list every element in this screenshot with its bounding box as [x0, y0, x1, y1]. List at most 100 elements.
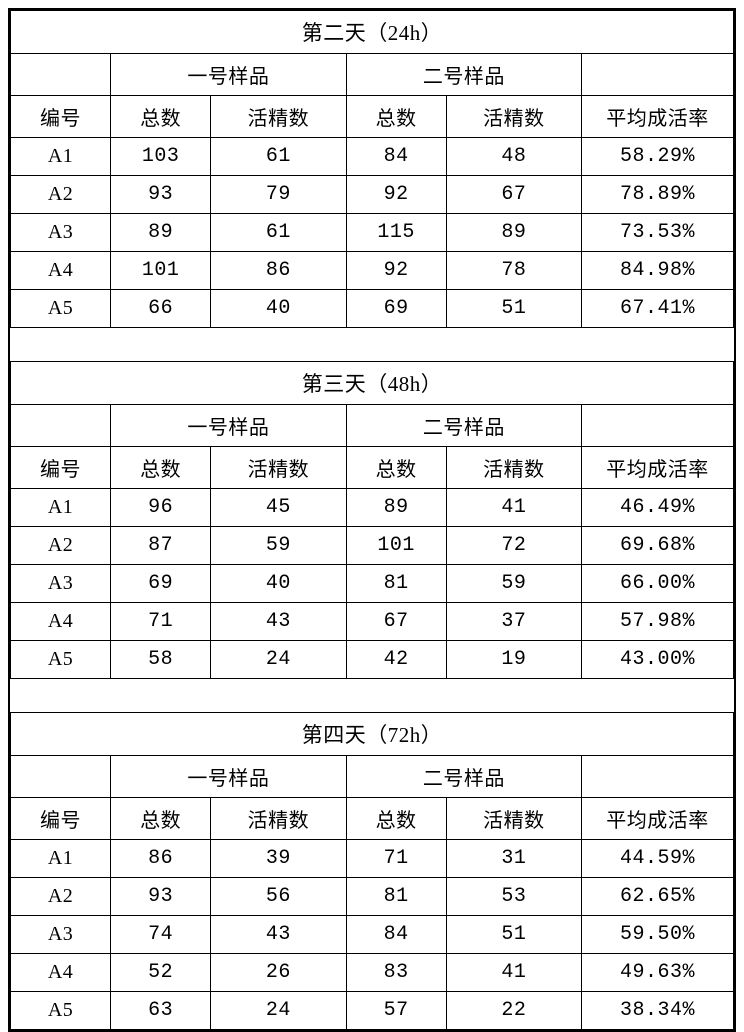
data-table: 第二天（24h）一号样品二号样品编号总数活精数总数活精数平均成活率A110361…: [10, 10, 734, 1030]
total2-cell: 67: [346, 603, 446, 641]
empty-cell: [11, 405, 111, 447]
total1-cell: 89: [111, 214, 211, 252]
avg-header: 平均成活率: [582, 447, 734, 489]
id-cell: A3: [11, 565, 111, 603]
column-header-row: 编号总数活精数总数活精数平均成活率: [11, 447, 734, 489]
avg-cell: 59.50%: [582, 916, 734, 954]
avg-cell: 38.34%: [582, 992, 734, 1030]
live1-cell: 56: [211, 878, 346, 916]
avg-header: 平均成活率: [582, 96, 734, 138]
total2-cell: 84: [346, 138, 446, 176]
live1-cell: 26: [211, 954, 346, 992]
total1-cell: 101: [111, 252, 211, 290]
total1-cell: 87: [111, 527, 211, 565]
live1-cell: 43: [211, 603, 346, 641]
live2-cell: 72: [446, 527, 581, 565]
id-cell: A5: [11, 290, 111, 328]
section-title: 第四天（72h）: [11, 713, 734, 756]
table-row: A45226834149.63%: [11, 954, 734, 992]
empty-cell: [11, 756, 111, 798]
live-header: 活精数: [446, 96, 581, 138]
live2-cell: 89: [446, 214, 581, 252]
spacer-cell: [11, 328, 734, 362]
tables-container: 第二天（24h）一号样品二号样品编号总数活精数总数活精数平均成活率A110361…: [8, 8, 736, 1032]
live1-cell: 39: [211, 840, 346, 878]
total1-cell: 71: [111, 603, 211, 641]
live2-cell: 53: [446, 878, 581, 916]
total1-cell: 86: [111, 840, 211, 878]
live-header: 活精数: [446, 798, 581, 840]
empty-cell: [11, 54, 111, 96]
id-cell: A4: [11, 603, 111, 641]
id-cell: A1: [11, 138, 111, 176]
table-row: A36940815966.00%: [11, 565, 734, 603]
section-title: 第二天（24h）: [11, 11, 734, 54]
avg-header: 平均成活率: [582, 798, 734, 840]
avg-cell: 58.29%: [582, 138, 734, 176]
total1-cell: 58: [111, 641, 211, 679]
avg-cell: 66.00%: [582, 565, 734, 603]
total2-cell: 92: [346, 176, 446, 214]
live2-cell: 78: [446, 252, 581, 290]
total2-cell: 83: [346, 954, 446, 992]
avg-cell: 43.00%: [582, 641, 734, 679]
live2-cell: 67: [446, 176, 581, 214]
live2-cell: 37: [446, 603, 581, 641]
avg-cell: 62.65%: [582, 878, 734, 916]
avg-cell: 67.41%: [582, 290, 734, 328]
table-row: A29356815362.65%: [11, 878, 734, 916]
id-cell: A2: [11, 878, 111, 916]
live2-cell: 59: [446, 565, 581, 603]
total-header: 总数: [111, 96, 211, 138]
total2-cell: 101: [346, 527, 446, 565]
total-header: 总数: [346, 798, 446, 840]
avg-cell: 57.98%: [582, 603, 734, 641]
avg-cell: 73.53%: [582, 214, 734, 252]
total2-cell: 84: [346, 916, 446, 954]
column-header-row: 编号总数活精数总数活精数平均成活率: [11, 798, 734, 840]
total1-cell: 69: [111, 565, 211, 603]
sample1-header: 一号样品: [111, 405, 347, 447]
live1-cell: 86: [211, 252, 346, 290]
live2-cell: 19: [446, 641, 581, 679]
live-header: 活精数: [446, 447, 581, 489]
sample1-header: 一号样品: [111, 54, 347, 96]
live1-cell: 61: [211, 138, 346, 176]
live2-cell: 22: [446, 992, 581, 1030]
id-cell: A3: [11, 214, 111, 252]
id-cell: A3: [11, 916, 111, 954]
avg-cell: 49.63%: [582, 954, 734, 992]
empty-cell: [582, 756, 734, 798]
total2-cell: 71: [346, 840, 446, 878]
total2-cell: 89: [346, 489, 446, 527]
total2-cell: 115: [346, 214, 446, 252]
total1-cell: 93: [111, 878, 211, 916]
live1-cell: 45: [211, 489, 346, 527]
table-row: A55824421943.00%: [11, 641, 734, 679]
live2-cell: 31: [446, 840, 581, 878]
live-header: 活精数: [211, 96, 346, 138]
sample-header-row: 一号样品二号样品: [11, 405, 734, 447]
live1-cell: 40: [211, 565, 346, 603]
id-cell: A1: [11, 489, 111, 527]
live-header: 活精数: [211, 798, 346, 840]
total-header: 总数: [346, 96, 446, 138]
total-header: 总数: [111, 798, 211, 840]
live1-cell: 40: [211, 290, 346, 328]
section-title: 第三天（48h）: [11, 362, 734, 405]
table-row: A287591017269.68%: [11, 527, 734, 565]
live2-cell: 48: [446, 138, 581, 176]
table-row: A56640695167.41%: [11, 290, 734, 328]
id-cell: A4: [11, 252, 111, 290]
total2-cell: 42: [346, 641, 446, 679]
section-title-row: 第四天（72h）: [11, 713, 734, 756]
id-header: 编号: [11, 447, 111, 489]
spacer-row: [11, 328, 734, 362]
spacer-cell: [11, 679, 734, 713]
live1-cell: 79: [211, 176, 346, 214]
sample-header-row: 一号样品二号样品: [11, 54, 734, 96]
avg-cell: 69.68%: [582, 527, 734, 565]
sample-header-row: 一号样品二号样品: [11, 756, 734, 798]
total1-cell: 66: [111, 290, 211, 328]
id-header: 编号: [11, 798, 111, 840]
